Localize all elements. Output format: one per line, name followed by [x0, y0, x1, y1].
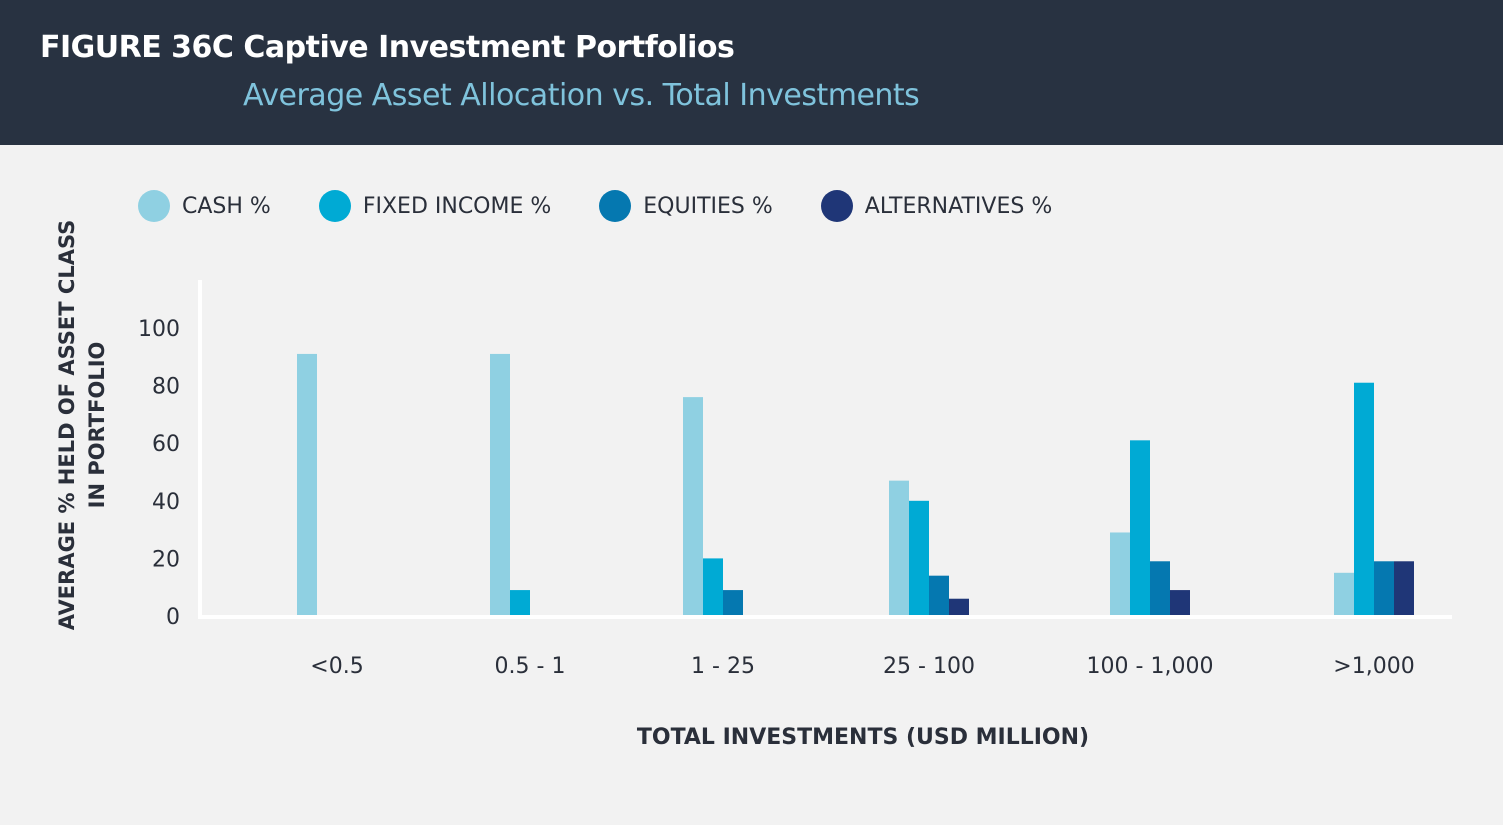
legend-item-alternatives: ALTERNATIVES % — [820, 190, 1053, 222]
legend: CASH % FIXED INCOME % EQUITIES % ALTERNA… — [138, 190, 1100, 222]
x-tick-label: 100 - 1,000 — [1087, 654, 1214, 679]
bar-cash--3 — [889, 480, 909, 616]
x-tick-label: <0.5 — [310, 654, 363, 679]
bar-fixed-income--2 — [703, 558, 723, 616]
x-tick-label: >1,000 — [1333, 654, 1414, 679]
y-tick-label: 60 — [152, 432, 180, 457]
x-tick-label: 0.5 - 1 — [495, 654, 566, 679]
bar-equities--3 — [929, 575, 949, 616]
bar-cash--2 — [683, 397, 703, 616]
bar-fixed-income--3 — [909, 500, 929, 616]
bar-fixed-income--5 — [1354, 382, 1374, 616]
y-tick-label: 100 — [138, 317, 180, 342]
bar-cash--5 — [1334, 572, 1354, 616]
bar-equities--5 — [1374, 561, 1394, 616]
y-tick-label: 20 — [152, 547, 180, 572]
bar-cash--0 — [297, 353, 317, 616]
bar-equities--4 — [1150, 561, 1170, 616]
alternatives-swatch — [820, 190, 853, 222]
bar-equities--2 — [723, 590, 743, 616]
header: FIGURE 36C Captive Investment Portfolios… — [0, 0, 1503, 145]
y-tick-label: 0 — [166, 605, 180, 630]
equities-swatch — [599, 190, 632, 222]
legend-label: CASH % — [182, 193, 271, 219]
bar-alternatives--5 — [1394, 561, 1414, 616]
bar-cash--1 — [490, 353, 510, 616]
figure-subtitle: Average Asset Allocation vs. Total Inves… — [243, 78, 920, 113]
x-tick-label: 1 - 25 — [691, 654, 755, 679]
cash-swatch — [138, 190, 170, 222]
legend-item-cash: CASH % — [138, 190, 271, 222]
figure-title: FIGURE 36C Captive Investment Portfolios — [40, 30, 735, 65]
fixed-income-swatch — [318, 190, 351, 222]
x-axis-label: TOTAL INVESTMENTS (USD MILLION) — [637, 725, 1089, 750]
bar-fixed-income--4 — [1130, 440, 1150, 616]
legend-item-equities: EQUITIES % — [599, 190, 773, 222]
legend-item-fixed-income: FIXED INCOME % — [318, 190, 552, 222]
bar-alternatives--4 — [1170, 590, 1190, 616]
bar-alternatives--3 — [949, 598, 969, 616]
x-tick-label: 25 - 100 — [883, 654, 975, 679]
legend-label: FIXED INCOME % — [362, 193, 552, 219]
legend-label: EQUITIES % — [643, 193, 773, 219]
bar-fixed-income--1 — [510, 590, 530, 616]
y-tick-label: 80 — [152, 375, 180, 400]
legend-label: ALTERNATIVES % — [864, 193, 1053, 219]
y-tick-label: 40 — [152, 490, 180, 515]
bar-cash--4 — [1110, 532, 1130, 616]
